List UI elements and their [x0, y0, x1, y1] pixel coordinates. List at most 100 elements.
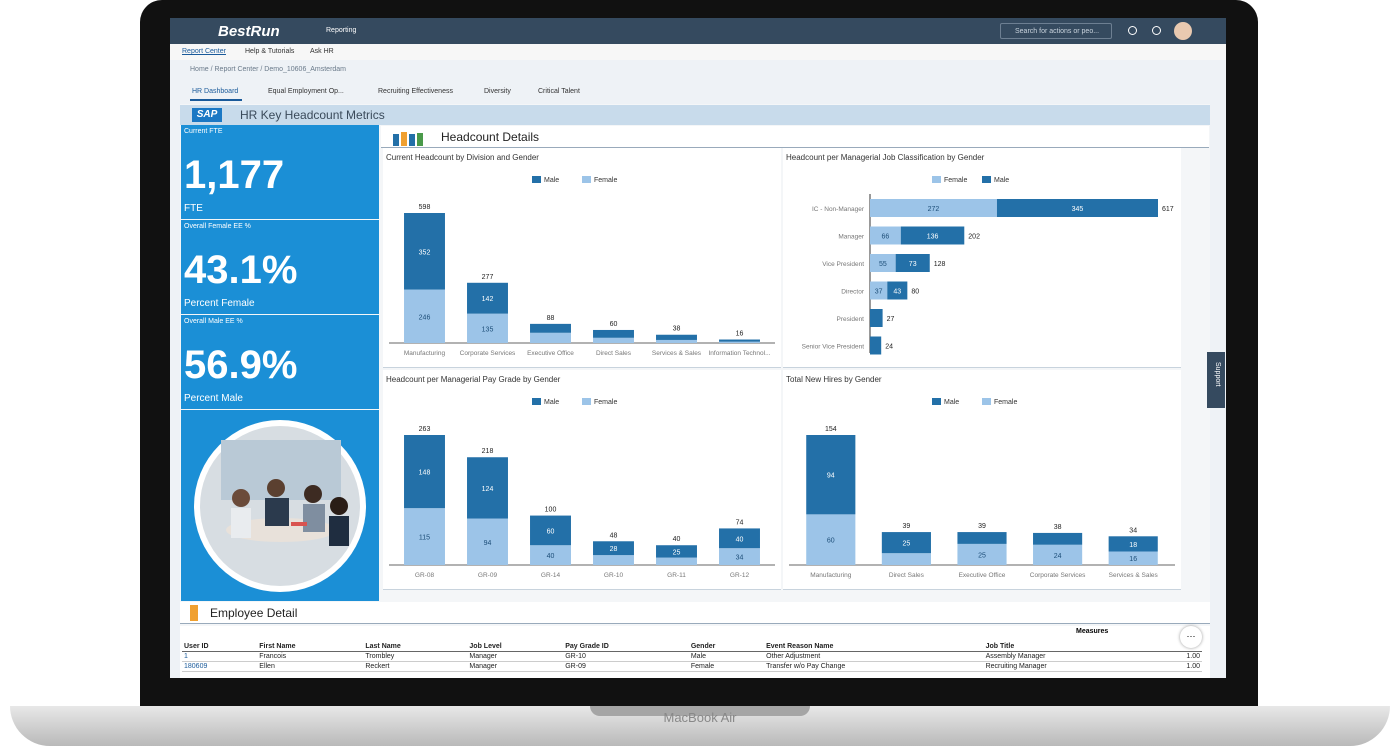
column-header: Job Level: [467, 642, 564, 652]
bar-segment: [404, 289, 445, 343]
column-header: [1155, 642, 1202, 652]
table-cell: GR-09: [563, 661, 689, 672]
segment-label: 34: [736, 555, 744, 562]
total-label: 27: [887, 316, 895, 323]
menu[interactable]: Reporting: [326, 27, 357, 34]
tab[interactable]: Critical Talent: [538, 88, 580, 95]
total-label: 80: [911, 289, 919, 296]
table-cell: Recruiting Manager: [983, 661, 1156, 672]
nav-link[interactable]: Help & Tutorials: [245, 48, 295, 55]
bar-segment: [870, 336, 882, 355]
logo[interactable]: BestRun: [218, 23, 280, 40]
chart-title: Total New Hires by Gender: [786, 375, 882, 384]
total-label: 16: [736, 331, 744, 338]
tab[interactable]: Equal Employment Op...: [268, 88, 344, 95]
photo: [194, 420, 366, 592]
segment-label: 24: [1054, 553, 1062, 560]
tab[interactable]: Recruiting Effectiveness: [378, 88, 453, 95]
segment-label: 136: [927, 234, 939, 241]
column-header: Last Name: [363, 642, 468, 652]
tab[interactable]: Diversity: [484, 88, 511, 95]
link-bar: Report Center Help & Tutorials Ask HR: [170, 44, 1226, 60]
chart: Headcount per Managerial Pay Grade by Ge…: [383, 370, 781, 590]
chart-title: Headcount per Managerial Pay Grade by Ge…: [386, 375, 561, 384]
bar-segment: [719, 341, 760, 343]
legend-swatch: [982, 176, 991, 183]
legend-swatch: [982, 398, 991, 405]
bar-segment: [881, 553, 931, 565]
total-label: 24: [885, 344, 893, 351]
section-title: Headcount Details: [441, 130, 540, 144]
table-cell: Manager: [467, 661, 564, 672]
segment-label: 25: [903, 541, 911, 548]
bar-segment: [404, 508, 445, 565]
bar-segment: [996, 199, 1158, 217]
avatar[interactable]: [1174, 22, 1192, 40]
search[interactable]: Search for actions or peo...: [1000, 23, 1112, 39]
total-label: 38: [673, 326, 681, 333]
category-label: Corporate Services: [1030, 572, 1086, 579]
bar-segment: [719, 528, 760, 549]
category-label: GR-14: [541, 572, 561, 579]
segment-label: 40: [547, 553, 555, 560]
screen: BestRun Reporting Search for actions or …: [170, 18, 1226, 678]
table-cell: 1.00: [1155, 661, 1202, 672]
kpi-tile: Current FTE 1,177 FTE: [181, 125, 379, 219]
table-cell: Ellen: [257, 661, 364, 672]
bar-segment: [1108, 551, 1158, 565]
person: [303, 504, 325, 532]
legend-swatch: [582, 176, 591, 183]
employee-title: Employee Detail: [210, 606, 298, 620]
segment-label: 272: [928, 206, 940, 213]
segment-label: 16: [1129, 556, 1137, 563]
segment-label: 66: [882, 234, 890, 241]
person: [232, 489, 250, 507]
total-label: 48: [610, 532, 618, 539]
nav-link[interactable]: Report Center: [182, 48, 226, 55]
employee-table: User ID First Name Last Name Job Level Pay G…: [182, 642, 1202, 672]
category-label: Manager: [838, 234, 864, 241]
legend-swatch: [932, 398, 941, 405]
icon[interactable]: [1152, 26, 1161, 35]
photo-tile: [181, 410, 379, 601]
bar-segment: [719, 548, 760, 565]
column-header: Gender: [688, 642, 765, 652]
bar-segment: [656, 545, 697, 558]
category-label: GR-08: [415, 572, 435, 579]
category-label: GR-09: [478, 572, 498, 579]
category-label: Executive Office: [527, 350, 574, 357]
table-cell: Other Adjustment: [764, 651, 984, 662]
bar-segment: [895, 254, 930, 272]
bar-segment: [656, 334, 697, 340]
category-label: Services & Sales: [652, 350, 702, 357]
bar-segment: [593, 337, 634, 343]
bar-segment: [656, 557, 697, 565]
segment-label: 43: [893, 289, 901, 296]
table-cell[interactable]: 1: [182, 651, 258, 662]
icon[interactable]: [1128, 26, 1137, 35]
table-cell[interactable]: 180609: [182, 661, 258, 672]
support-tab[interactable]: Support: [1207, 352, 1225, 408]
people-icon: [393, 132, 423, 146]
breadcrumb[interactable]: Home / Report Center / Demo_10606_Amster…: [190, 66, 347, 73]
segment-label: 345: [1072, 206, 1084, 213]
table-cell: Female: [688, 661, 765, 672]
total-label: 39: [978, 523, 986, 530]
category-label: Direct Sales: [596, 350, 632, 357]
bar-segment: [1033, 532, 1083, 545]
bar-segment: [870, 226, 901, 245]
nav-link[interactable]: Ask HR: [310, 48, 334, 55]
segment-label: 142: [482, 296, 494, 303]
bar-segment: [870, 199, 997, 217]
tab-underline: [190, 99, 242, 101]
bar-segment: [530, 332, 571, 343]
tab[interactable]: HR Dashboard: [192, 88, 239, 95]
segment-label: 124: [482, 486, 494, 493]
category-label: GR-10: [604, 572, 624, 579]
person: [329, 516, 349, 546]
segment-label: 25: [978, 552, 986, 559]
bar-segment: [467, 518, 508, 565]
category-label: Director: [841, 289, 865, 296]
laptop-label: MacBook Air: [663, 710, 737, 725]
person: [304, 485, 322, 503]
